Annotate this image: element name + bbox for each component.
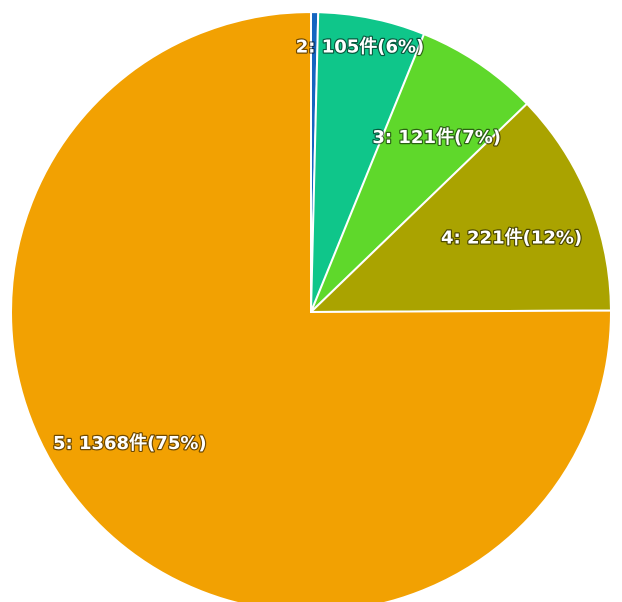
pie-slice-label-2: 2: 105件(6%) (296, 36, 425, 58)
pie-slice-label-4: 4: 221件(12%) (441, 227, 582, 249)
pie-slices (10, 10, 613, 602)
pie-slice-5 (10, 10, 613, 602)
pie-labels: 2: 105件(6%) 3: 121件(7%) 4: 221件(12%) 5: 136… (52, 35, 584, 456)
pie-slice-3 (310, 32, 529, 313)
pie-slice-4 (308, 102, 613, 314)
pie-slice-label-3: 3: 121件(7%) (372, 126, 501, 148)
pie-slice-label-5: 5: 1368件(75%) (53, 432, 207, 454)
